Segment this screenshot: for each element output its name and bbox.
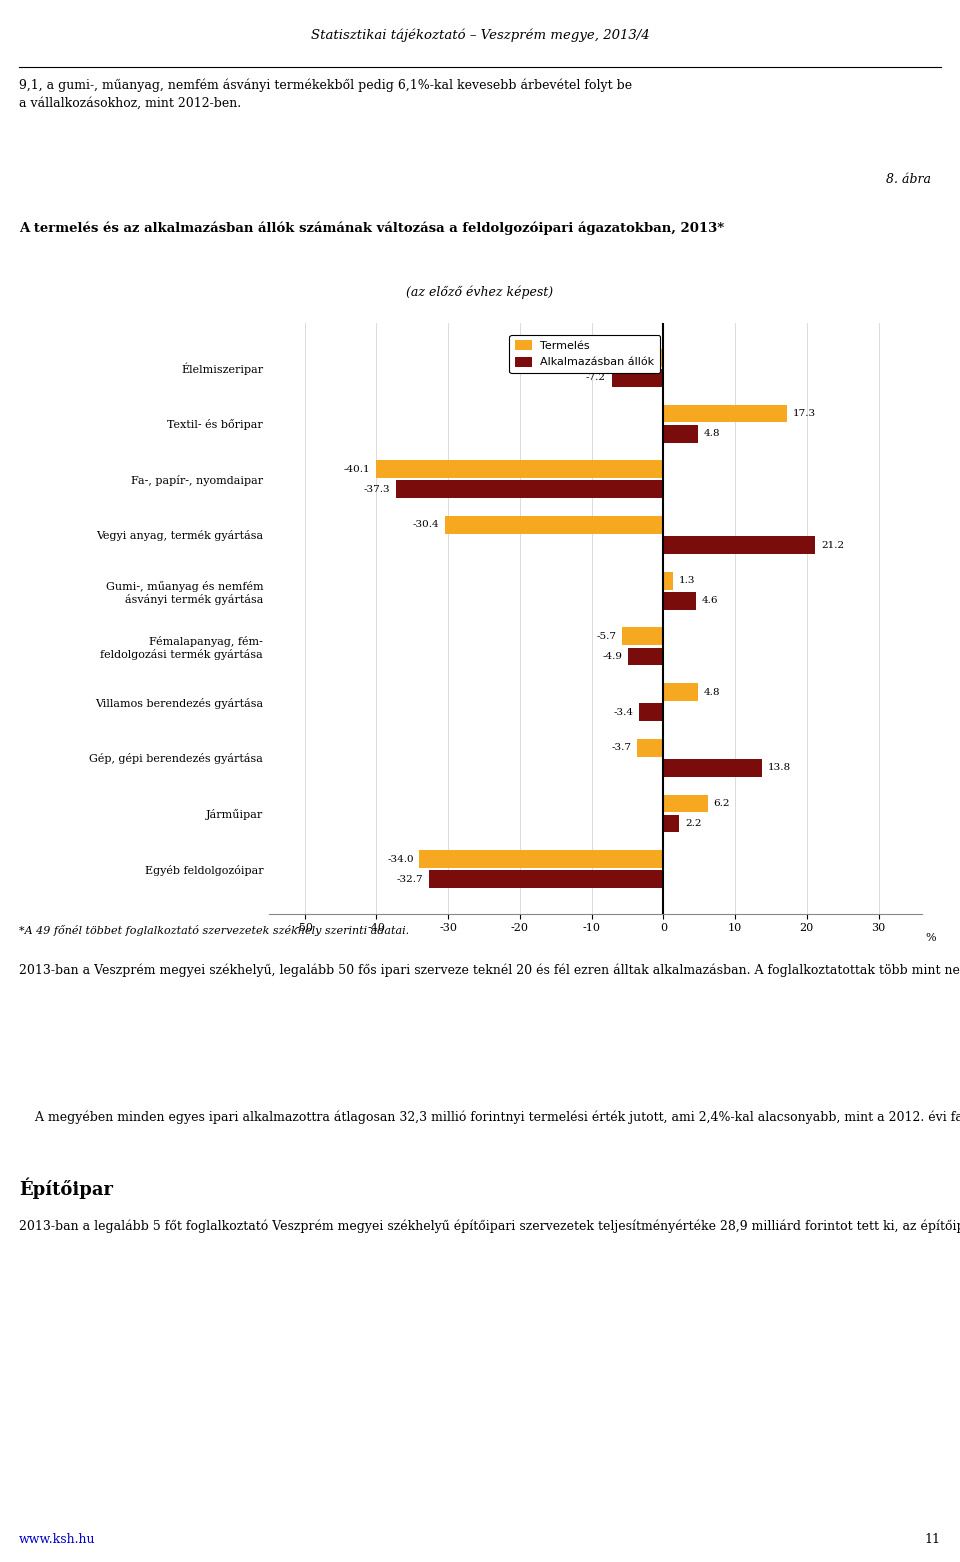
Bar — [663, 405, 787, 422]
Text: 4.8: 4.8 — [704, 687, 720, 697]
Bar — [663, 815, 679, 833]
Text: Építőipar: Építőipar — [19, 1178, 113, 1200]
Bar — [612, 369, 663, 387]
Text: 1.3: 1.3 — [679, 576, 695, 586]
Text: -37.3: -37.3 — [364, 484, 390, 494]
Bar — [663, 683, 698, 701]
Text: -34.0: -34.0 — [387, 854, 414, 864]
Text: 2013-ban a legalább 5 főt foglalkoztató Veszprém megyei székhelyű építőipari sze: 2013-ban a legalább 5 főt foglalkoztató … — [19, 1220, 960, 1232]
Text: 11: 11 — [924, 1532, 941, 1546]
Text: 2.2: 2.2 — [684, 818, 702, 828]
Text: -32.7: -32.7 — [396, 875, 423, 884]
Bar — [663, 592, 696, 609]
Text: -3.4: -3.4 — [613, 708, 634, 717]
Bar — [663, 795, 708, 812]
Bar — [628, 648, 663, 665]
Text: 13.8: 13.8 — [768, 764, 791, 772]
Text: A termelés és az alkalmazásban állók számának változása a feldolgozóipari ágazat: A termelés és az alkalmazásban állók szá… — [19, 222, 725, 236]
Text: www.ksh.hu: www.ksh.hu — [19, 1532, 96, 1546]
Text: A megyében minden egyes ipari alkalmazottra átlagosan 32,3 millió forintnyi term: A megyében minden egyes ipari alkalmazot… — [19, 1111, 960, 1125]
Bar — [622, 628, 663, 645]
Text: %: % — [925, 933, 936, 943]
Bar — [663, 536, 815, 555]
Text: 9,1, a gumi-, műanyag, nemfém ásványi termékekből pedig 6,1%-kal kevesebb árbevé: 9,1, a gumi-, műanyag, nemfém ásványi te… — [19, 78, 633, 109]
Text: -30.4: -30.4 — [413, 520, 440, 530]
Bar — [663, 759, 762, 776]
Text: *A 49 főnél többet foglalkoztató szervezetek székhely szerinti adatai.: *A 49 főnél többet foglalkoztató szervez… — [19, 925, 409, 936]
Text: -3.7: -3.7 — [612, 744, 631, 753]
Text: -5.7: -5.7 — [597, 633, 616, 640]
Text: -40.1: -40.1 — [344, 465, 370, 473]
Text: -4.9: -4.9 — [603, 651, 622, 661]
Text: -5.9: -5.9 — [595, 353, 615, 362]
Text: 2013-ban a Veszprém megyei székhelyű, legalább 50 fős ipari szerveze teknél 20 é: 2013-ban a Veszprém megyei székhelyű, le… — [19, 964, 960, 976]
Text: 21.2: 21.2 — [821, 540, 844, 550]
Bar — [420, 850, 663, 868]
Bar — [429, 870, 663, 889]
Text: 17.3: 17.3 — [793, 409, 816, 419]
Text: 6.2: 6.2 — [713, 800, 730, 808]
Bar — [636, 739, 663, 756]
Bar — [445, 515, 663, 534]
Bar — [663, 572, 673, 589]
Bar — [396, 481, 663, 498]
Bar — [621, 348, 663, 367]
Text: 4.8: 4.8 — [704, 430, 720, 437]
Text: (az előző évhez képest): (az előző évhez képest) — [406, 286, 554, 298]
Bar — [663, 425, 698, 442]
Bar — [639, 703, 663, 722]
Text: Statisztikai tájékoztató – Veszprém megye, 2013/4: Statisztikai tájékoztató – Veszprém megy… — [311, 28, 649, 42]
Text: 4.6: 4.6 — [702, 597, 719, 604]
Text: 8. ábra: 8. ábra — [886, 173, 931, 186]
Text: -7.2: -7.2 — [586, 373, 606, 383]
Legend: Termelés, Alkalmazásban állók: Termelés, Alkalmazásban állók — [510, 334, 660, 373]
Bar — [375, 461, 663, 478]
